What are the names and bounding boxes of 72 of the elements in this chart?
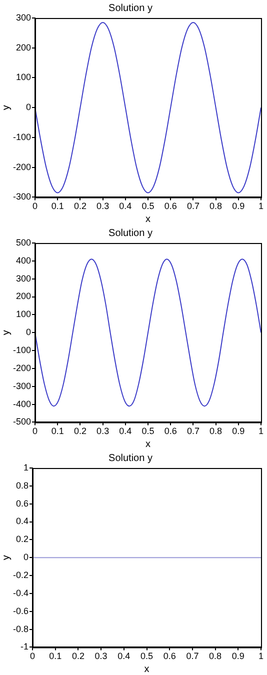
y-tick-label: 400	[16, 255, 32, 266]
y-tick-label: 0.8	[16, 480, 29, 490]
x-tick-label: 1	[258, 426, 264, 436]
x-tick-label: 0.7	[186, 651, 199, 662]
y-tick-label: -0.8	[12, 624, 29, 634]
y-axis-title: y	[0, 330, 12, 336]
x-tick-label: 0.7	[186, 426, 200, 436]
x-tick-label: 0.6	[164, 201, 177, 212]
y-tick-label: -100	[13, 345, 32, 356]
y-tick-label: 200	[16, 291, 32, 302]
x-tick-label: 0.7	[186, 201, 200, 212]
x-axis-title: x	[146, 214, 151, 225]
y-tick-label: -300	[13, 380, 32, 391]
y-tick-label: -200	[13, 162, 32, 172]
y-tick-label: 200	[16, 42, 32, 52]
y-tick-label: 500	[16, 237, 32, 248]
y-tick-label: 0.2	[16, 534, 29, 544]
y-axis-title: y	[0, 555, 12, 560]
y-tick-label: 0	[26, 327, 32, 338]
y-tick-label: 300	[16, 12, 32, 22]
y-tick-label: -0.6	[12, 606, 29, 616]
y-tick-label: -500	[13, 416, 32, 427]
line-series	[35, 258, 261, 407]
x-tick-label: 0	[32, 426, 38, 436]
x-tick-label: 0.9	[232, 426, 245, 436]
y-tick-label: 0.4	[16, 516, 29, 526]
y-tick-label: -200	[13, 362, 32, 373]
y-tick-label: 0	[23, 552, 29, 562]
x-tick-label: 0.4	[119, 426, 132, 436]
x-tick-label: 0.1	[49, 651, 62, 662]
y-tick-label: -100	[13, 132, 32, 142]
x-tick-label: 0.4	[119, 201, 132, 212]
x-tick-label: 0.5	[142, 201, 154, 212]
x-tick-label: 0	[32, 201, 38, 212]
y-tick-label: 0.6	[16, 498, 29, 508]
y-tick-label: -0.4	[12, 588, 29, 598]
y-tick-label: 1	[23, 462, 29, 472]
x-tick-label: 0.2	[74, 201, 86, 212]
x-tick-label: 0.9	[232, 201, 245, 212]
chart-title: Solution y	[108, 2, 152, 14]
chart-title: Solution y	[108, 452, 152, 464]
x-tick-label: 0.3	[94, 651, 108, 662]
x-tick-label: 0.6	[164, 426, 177, 436]
x-tick-label: 0.6	[163, 651, 176, 662]
line-series	[35, 22, 261, 194]
x-tick-label: 0.4	[118, 651, 130, 662]
y-tick-label: -300	[13, 192, 32, 202]
x-axis-title: x	[144, 664, 150, 675]
y-tick-label: 0	[26, 102, 32, 112]
x-tick-label: 0.3	[96, 201, 110, 212]
x-tick-label: 0.2	[74, 426, 86, 436]
x-tick-label: 1	[258, 201, 264, 212]
x-tick-label: 0.8	[210, 426, 222, 436]
x-tick-label: 0.8	[209, 651, 222, 662]
x-tick-label: 1	[258, 651, 264, 662]
y-tick-label: 100	[16, 72, 32, 82]
x-tick-label: 0.2	[72, 651, 84, 662]
x-tick-label: 0.1	[51, 426, 64, 436]
y-tick-label: -0.2	[12, 570, 29, 580]
x-tick-label: 0.8	[210, 201, 222, 212]
x-tick-label: 0.9	[232, 651, 244, 662]
x-tick-label: 0.5	[142, 426, 154, 436]
x-axis-title: x	[146, 438, 151, 450]
x-tick-label: 0.1	[51, 201, 64, 212]
chart-title: Solution y	[108, 228, 152, 239]
y-tick-label: 300	[16, 273, 32, 284]
y-axis-title: y	[0, 105, 12, 110]
y-tick-label: -400	[13, 398, 32, 409]
x-tick-label: 0.5	[140, 651, 154, 662]
y-tick-label: 100	[16, 309, 32, 320]
x-tick-label: 0.3	[96, 426, 110, 436]
y-tick-label: -1	[20, 642, 29, 652]
